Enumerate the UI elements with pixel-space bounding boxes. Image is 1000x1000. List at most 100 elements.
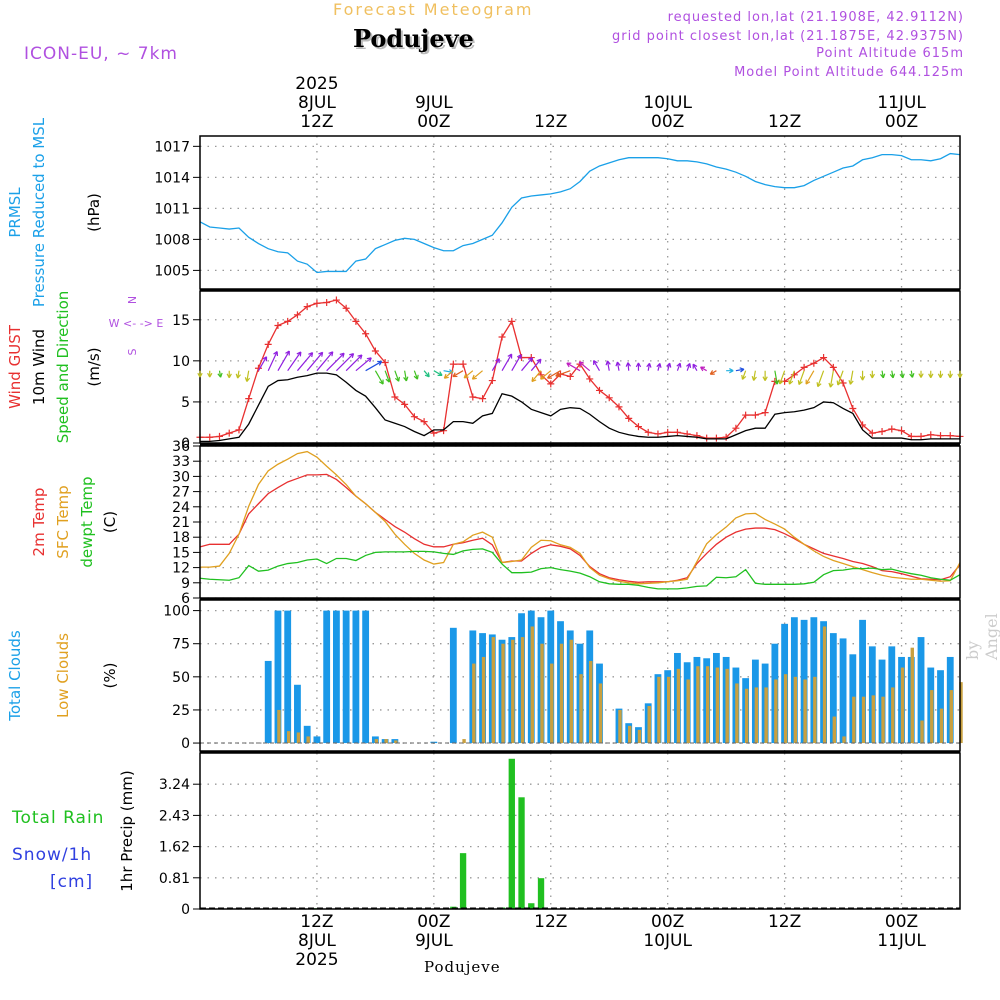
time-tick-line: 12Z: [300, 112, 334, 132]
total-cloud-bar: [829, 633, 837, 744]
ytick-label: 6: [181, 591, 190, 607]
low-cloud-bar: [286, 731, 291, 744]
low-cloud-bar: [754, 687, 759, 744]
gust-marker: [449, 360, 457, 368]
panel-precip: 0 0.81 1.62 2.43 3.24 1hr Precip (mm): [118, 752, 961, 918]
total-cloud-bar: [274, 610, 282, 744]
gust-marker: [907, 432, 915, 440]
low-cloud-bar: [735, 683, 739, 744]
gust-marker: [751, 411, 759, 419]
gust-marker: [800, 363, 808, 371]
bottom-time-tick: 12Z: [511, 913, 591, 932]
gust-marker: [693, 432, 701, 440]
time-tick-line: 11JUL: [877, 931, 926, 951]
wind-arrow: [869, 370, 875, 379]
low-cloud-bar: [296, 732, 301, 744]
model-altitude: Model Point Altitude 644.125m: [734, 65, 964, 80]
wind-arrow: [491, 358, 500, 371]
ytick-label: 27: [172, 485, 190, 501]
wind-arrow: [235, 370, 241, 379]
time-tick-line: 00Z: [651, 912, 685, 932]
ytick-label: 1008: [154, 232, 190, 248]
time-tick-line: 00Z: [417, 112, 451, 132]
wind-arrow: [593, 360, 601, 371]
time-tick-line: 12Z: [767, 912, 802, 932]
wind-arrow: [848, 370, 854, 385]
gust-marker: [790, 371, 798, 379]
total-cloud-bar: [264, 660, 272, 744]
wind-arrow: [296, 352, 314, 372]
wind-arrow: [403, 370, 409, 382]
ytick-label: 1017: [154, 139, 190, 155]
low-cloud-bar: [374, 739, 379, 744]
wind-arrow: [692, 363, 698, 371]
ytick-label: 36: [172, 439, 190, 455]
panel-frame: [199, 135, 961, 290]
ytick-label: 15: [172, 313, 190, 329]
gust-marker: [761, 409, 769, 417]
requested-coords: requested lon,lat (21.1908E, 42.9112N): [667, 10, 964, 25]
gust-marker: [634, 423, 642, 431]
low-cloud-bar: [861, 696, 866, 744]
gust-marker: [937, 432, 945, 440]
low-cloud-bar: [540, 643, 544, 744]
gust-marker: [878, 427, 886, 435]
time-tick-line: 12Z: [300, 912, 334, 932]
time-tick-line: 2025: [295, 950, 339, 970]
time-tick-line: 12Z: [767, 112, 802, 132]
low-cloud-bar: [959, 682, 963, 744]
gust-marker: [927, 431, 935, 439]
gust-marker: [888, 425, 896, 433]
gust-marker: [215, 432, 223, 440]
wind-arrow: [726, 368, 734, 374]
ytick-label: 21: [172, 515, 190, 531]
gust-marker: [820, 354, 828, 362]
wind-arrow: [413, 370, 419, 380]
legend-snow-unit: [cm]: [50, 872, 94, 892]
wind-arrow: [880, 370, 886, 379]
gust-marker: [342, 304, 350, 312]
wind-arrow: [394, 370, 400, 382]
low-cloud-bar: [705, 666, 710, 744]
low-cloud-bar: [589, 660, 593, 744]
series-dewpt-temp: [199, 548, 961, 590]
gust-marker: [547, 380, 555, 388]
low-cloud-bar: [774, 679, 778, 744]
wind-arrow: [656, 362, 662, 371]
low-cloud-bar: [891, 687, 895, 744]
wind-arrow: [197, 370, 203, 378]
low-cloud-bar: [939, 708, 944, 744]
low-cloud-bar: [871, 695, 876, 744]
wind-arrow: [788, 370, 795, 385]
footer-location: Podujeve: [424, 958, 501, 976]
gust-marker: [401, 400, 409, 408]
low-cloud-bar: [530, 626, 534, 744]
wind-arrow: [646, 362, 652, 371]
gust-marker: [225, 429, 233, 437]
time-tick-line: 8JUL: [298, 93, 336, 113]
panel-cloud: 0 25 50 75 100 Total Clouds Low Clouds (%): [6, 599, 963, 752]
panel-label: Wind GUST: [6, 324, 24, 409]
time-tick-line: 00Z: [884, 112, 919, 132]
series-2m-temp: [199, 473, 961, 583]
gust-marker: [498, 333, 506, 341]
time-tick-line: 11JUL: [877, 93, 926, 113]
location-title: Podujeve: [353, 24, 474, 53]
low-cloud-bar: [628, 725, 632, 744]
wind-arrow: [226, 370, 232, 379]
time-tick-line: 12Z: [534, 912, 568, 932]
wind-arrow: [217, 370, 223, 378]
wind-arrow: [889, 370, 896, 379]
rain-bar: [537, 878, 545, 909]
ytick-label: 1005: [154, 263, 190, 279]
wind-arrow: [947, 370, 953, 379]
gust-marker: [849, 404, 857, 412]
ytick-label: 100: [163, 604, 190, 620]
gust-marker: [595, 386, 603, 394]
ytick-label: 50: [172, 670, 190, 686]
total-cloud-bar: [352, 610, 360, 744]
gust-marker: [274, 322, 282, 330]
panel-wind: 0 5 10 15 Wind GUST 10m Wind Speed and Directi…: [6, 290, 964, 452]
low-cloud-bar: [920, 720, 924, 744]
